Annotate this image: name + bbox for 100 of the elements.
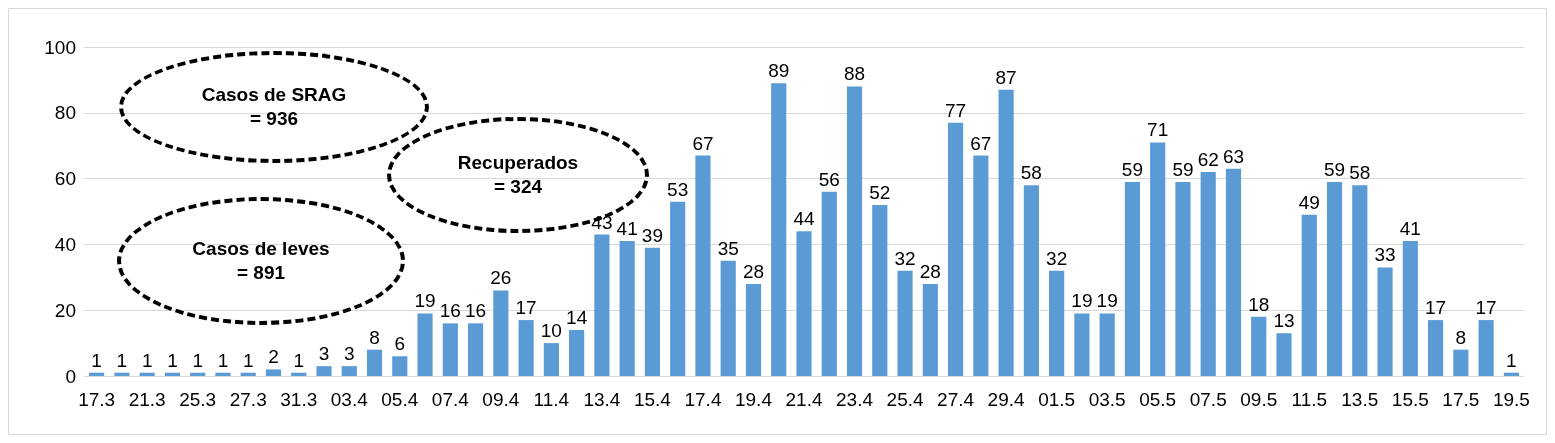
- data-label: 77: [945, 99, 967, 121]
- x-tick-label: 27.3: [229, 389, 267, 410]
- data-label: 16: [439, 300, 461, 322]
- data-label: 1: [192, 349, 203, 371]
- y-tick-label: 80: [54, 102, 76, 124]
- data-label: 28: [742, 260, 765, 282]
- bar: [720, 260, 736, 376]
- y-tick-label: 60: [54, 168, 76, 190]
- bar: [265, 369, 282, 376]
- bar: [1453, 349, 1469, 376]
- data-label: 67: [692, 132, 714, 154]
- data-label: 58: [1020, 162, 1042, 184]
- x-tick-label: 25.4: [886, 389, 924, 410]
- bar: [1503, 372, 1519, 376]
- bar: [1352, 185, 1368, 376]
- bar: [1200, 172, 1216, 376]
- bar: [872, 204, 888, 376]
- x-tick-label: 25.3: [179, 389, 217, 410]
- data-label: 19: [414, 290, 436, 312]
- bar: [1023, 185, 1039, 376]
- bar: [569, 329, 585, 376]
- data-label: 3: [318, 343, 330, 365]
- bar: [89, 372, 105, 376]
- x-tick-label: 15.4: [633, 389, 672, 410]
- bar: [1124, 181, 1140, 376]
- bar: [1175, 181, 1191, 376]
- data-label: 14: [566, 306, 588, 328]
- bar: [1402, 241, 1418, 376]
- bar: [745, 283, 762, 376]
- bar: [796, 231, 812, 376]
- data-label: 16: [465, 300, 487, 322]
- bar: [1150, 142, 1166, 376]
- bar: [619, 241, 635, 376]
- x-tick-label: 29.4: [987, 389, 1026, 410]
- x-tick-label: 03.5: [1088, 389, 1126, 410]
- x-tick-label: 13.4: [583, 389, 621, 410]
- x-tick-label: 09.5: [1240, 389, 1278, 410]
- data-label: 33: [1374, 244, 1396, 266]
- bar: [1301, 214, 1317, 376]
- data-label: 17: [1425, 297, 1447, 319]
- bar: [1225, 168, 1242, 376]
- data-label: 41: [1399, 218, 1421, 240]
- bar: [1478, 320, 1494, 376]
- bar: [922, 283, 938, 376]
- x-tick-label: 07.5: [1189, 389, 1227, 410]
- data-label: 71: [1147, 119, 1169, 141]
- bar: [846, 86, 863, 376]
- bar: [1251, 316, 1267, 376]
- bar: [1428, 320, 1444, 376]
- data-label: 41: [616, 218, 638, 240]
- x-tick-label: 19.4: [734, 389, 773, 410]
- data-label: 1: [1506, 349, 1517, 371]
- data-label: 49: [1298, 191, 1320, 213]
- bar: [1049, 270, 1065, 376]
- data-label: 1: [217, 349, 229, 371]
- x-tick-label: 11.4: [533, 389, 570, 410]
- data-label: 63: [1222, 145, 1245, 167]
- x-tick-label: 09.4: [482, 389, 520, 410]
- data-label: 3: [343, 343, 355, 365]
- x-tick-label: 23.4: [836, 389, 874, 410]
- data-label: 28: [919, 260, 941, 282]
- data-label: 1: [141, 349, 153, 371]
- data-label: 52: [869, 181, 891, 203]
- bar: [998, 89, 1014, 376]
- bar: [215, 372, 231, 376]
- bar: [1326, 181, 1343, 376]
- data-label: 10: [540, 320, 562, 342]
- data-label: 1: [116, 349, 128, 371]
- bar: [493, 290, 509, 376]
- bar: [543, 343, 559, 376]
- data-label: 13: [1273, 310, 1295, 332]
- bar: [341, 366, 357, 376]
- bar: [139, 372, 155, 376]
- bar: [771, 83, 787, 376]
- bar: [948, 122, 964, 376]
- bar: [164, 372, 180, 376]
- bar: [417, 313, 433, 376]
- x-tick-label: 03.4: [330, 389, 369, 410]
- data-label: 44: [793, 208, 815, 230]
- bar: [291, 372, 307, 376]
- x-tick-label: 21.3: [128, 389, 166, 410]
- dashed-ellipse: Casos de leves = 891: [117, 197, 405, 325]
- data-label: 39: [641, 224, 663, 246]
- bar: [1276, 333, 1292, 376]
- data-label: 56: [818, 168, 840, 190]
- data-label: 8: [1455, 326, 1467, 348]
- y-tick-label: 40: [54, 233, 76, 255]
- data-label: 89: [768, 60, 790, 82]
- data-label: 1: [167, 349, 178, 371]
- bar: [897, 270, 913, 376]
- bar: [392, 356, 408, 376]
- y-tick-label: 0: [65, 365, 76, 387]
- data-label: 8: [369, 326, 380, 348]
- bar: [114, 372, 130, 376]
- bar: [1099, 313, 1115, 376]
- data-label: 19: [1096, 290, 1118, 312]
- data-label: 2: [268, 346, 279, 368]
- dashed-ellipse: Casos de SRAG = 936: [119, 51, 429, 163]
- x-tick-label: 15.5: [1391, 389, 1429, 410]
- bar: [442, 323, 458, 376]
